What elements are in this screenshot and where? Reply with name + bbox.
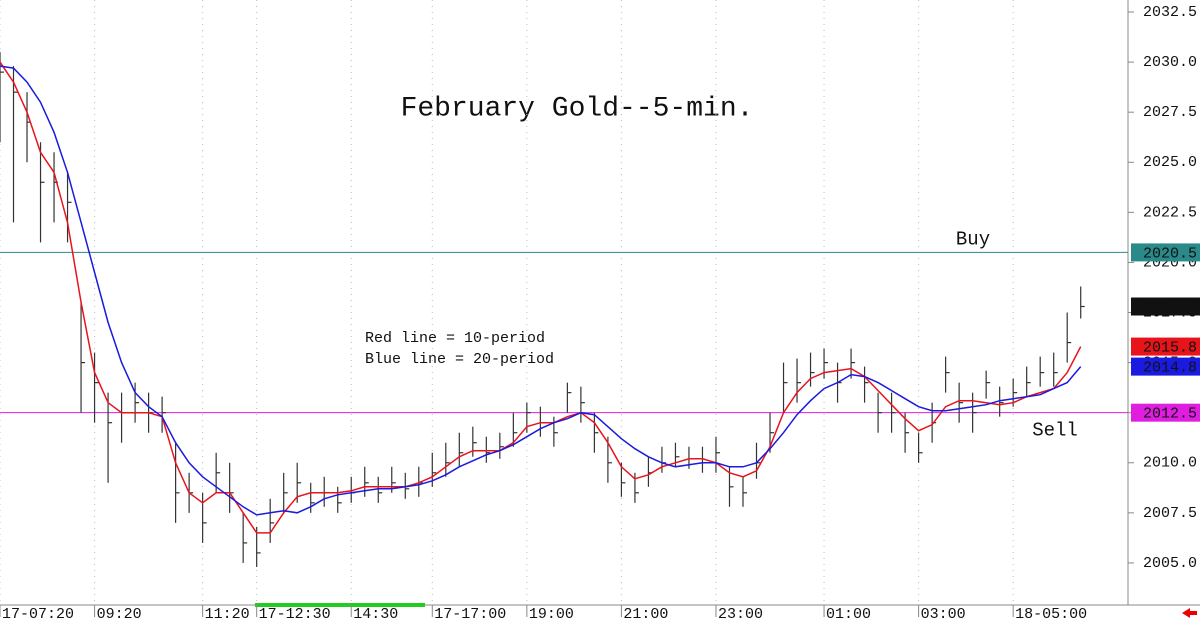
x-tick-label: 19:00	[529, 606, 574, 621]
ma-line	[0, 61, 1082, 534]
scroll-arrow[interactable]	[1182, 608, 1197, 618]
chart-title: February Gold--5-min.	[401, 93, 754, 124]
level-value-box	[1131, 403, 1200, 422]
x-tick-label: 09:20	[97, 606, 142, 621]
level-value-label: 2020.5	[1143, 245, 1197, 262]
y-tick-label: 2032.5	[1143, 4, 1197, 21]
level-name: Buy	[956, 228, 990, 250]
x-tick-label: 01:00	[826, 606, 871, 621]
x-tick-label: 21:00	[623, 606, 668, 621]
x-tick-label: 17-17:00	[434, 606, 506, 621]
y-tick-label: 2007.5	[1143, 505, 1197, 522]
session-marker	[255, 603, 425, 607]
y-tick-label: 2027.5	[1143, 104, 1197, 121]
x-tick-label: 17-12:30	[259, 606, 331, 621]
x-tick-label: 23:00	[718, 606, 763, 621]
x-tick-label: 11:20	[205, 606, 250, 621]
y-tick-label: 2010.0	[1143, 455, 1197, 472]
x-tick-label: 17-07:20	[2, 606, 74, 621]
ma-value-label: 2014.8	[1143, 360, 1197, 377]
x-tick-label: 03:00	[921, 606, 966, 621]
level-value-label: 2012.5	[1143, 406, 1197, 423]
x-tick-label: 18-05:00	[1015, 606, 1087, 621]
level-value-box	[1131, 243, 1200, 262]
ma-value-box	[1131, 357, 1200, 376]
ma-value-box	[1131, 337, 1200, 356]
ma-value-label: 2015.8	[1143, 340, 1197, 357]
last-price-label: 2017.8	[1143, 299, 1197, 316]
legend-entry: Red line = 10-period	[365, 330, 545, 347]
y-tick-label: 2025.0	[1143, 154, 1197, 171]
level-name: Sell	[1032, 420, 1078, 442]
y-tick-label: 2005.0	[1143, 555, 1197, 572]
legend-entry: Blue line = 20-period	[365, 351, 554, 368]
y-tick-label: 2022.5	[1143, 204, 1197, 221]
last-price-box	[1131, 297, 1200, 316]
x-tick-label: 14:30	[353, 606, 398, 621]
ma-line	[0, 65, 1082, 516]
y-tick-label: 2030.0	[1143, 54, 1197, 71]
